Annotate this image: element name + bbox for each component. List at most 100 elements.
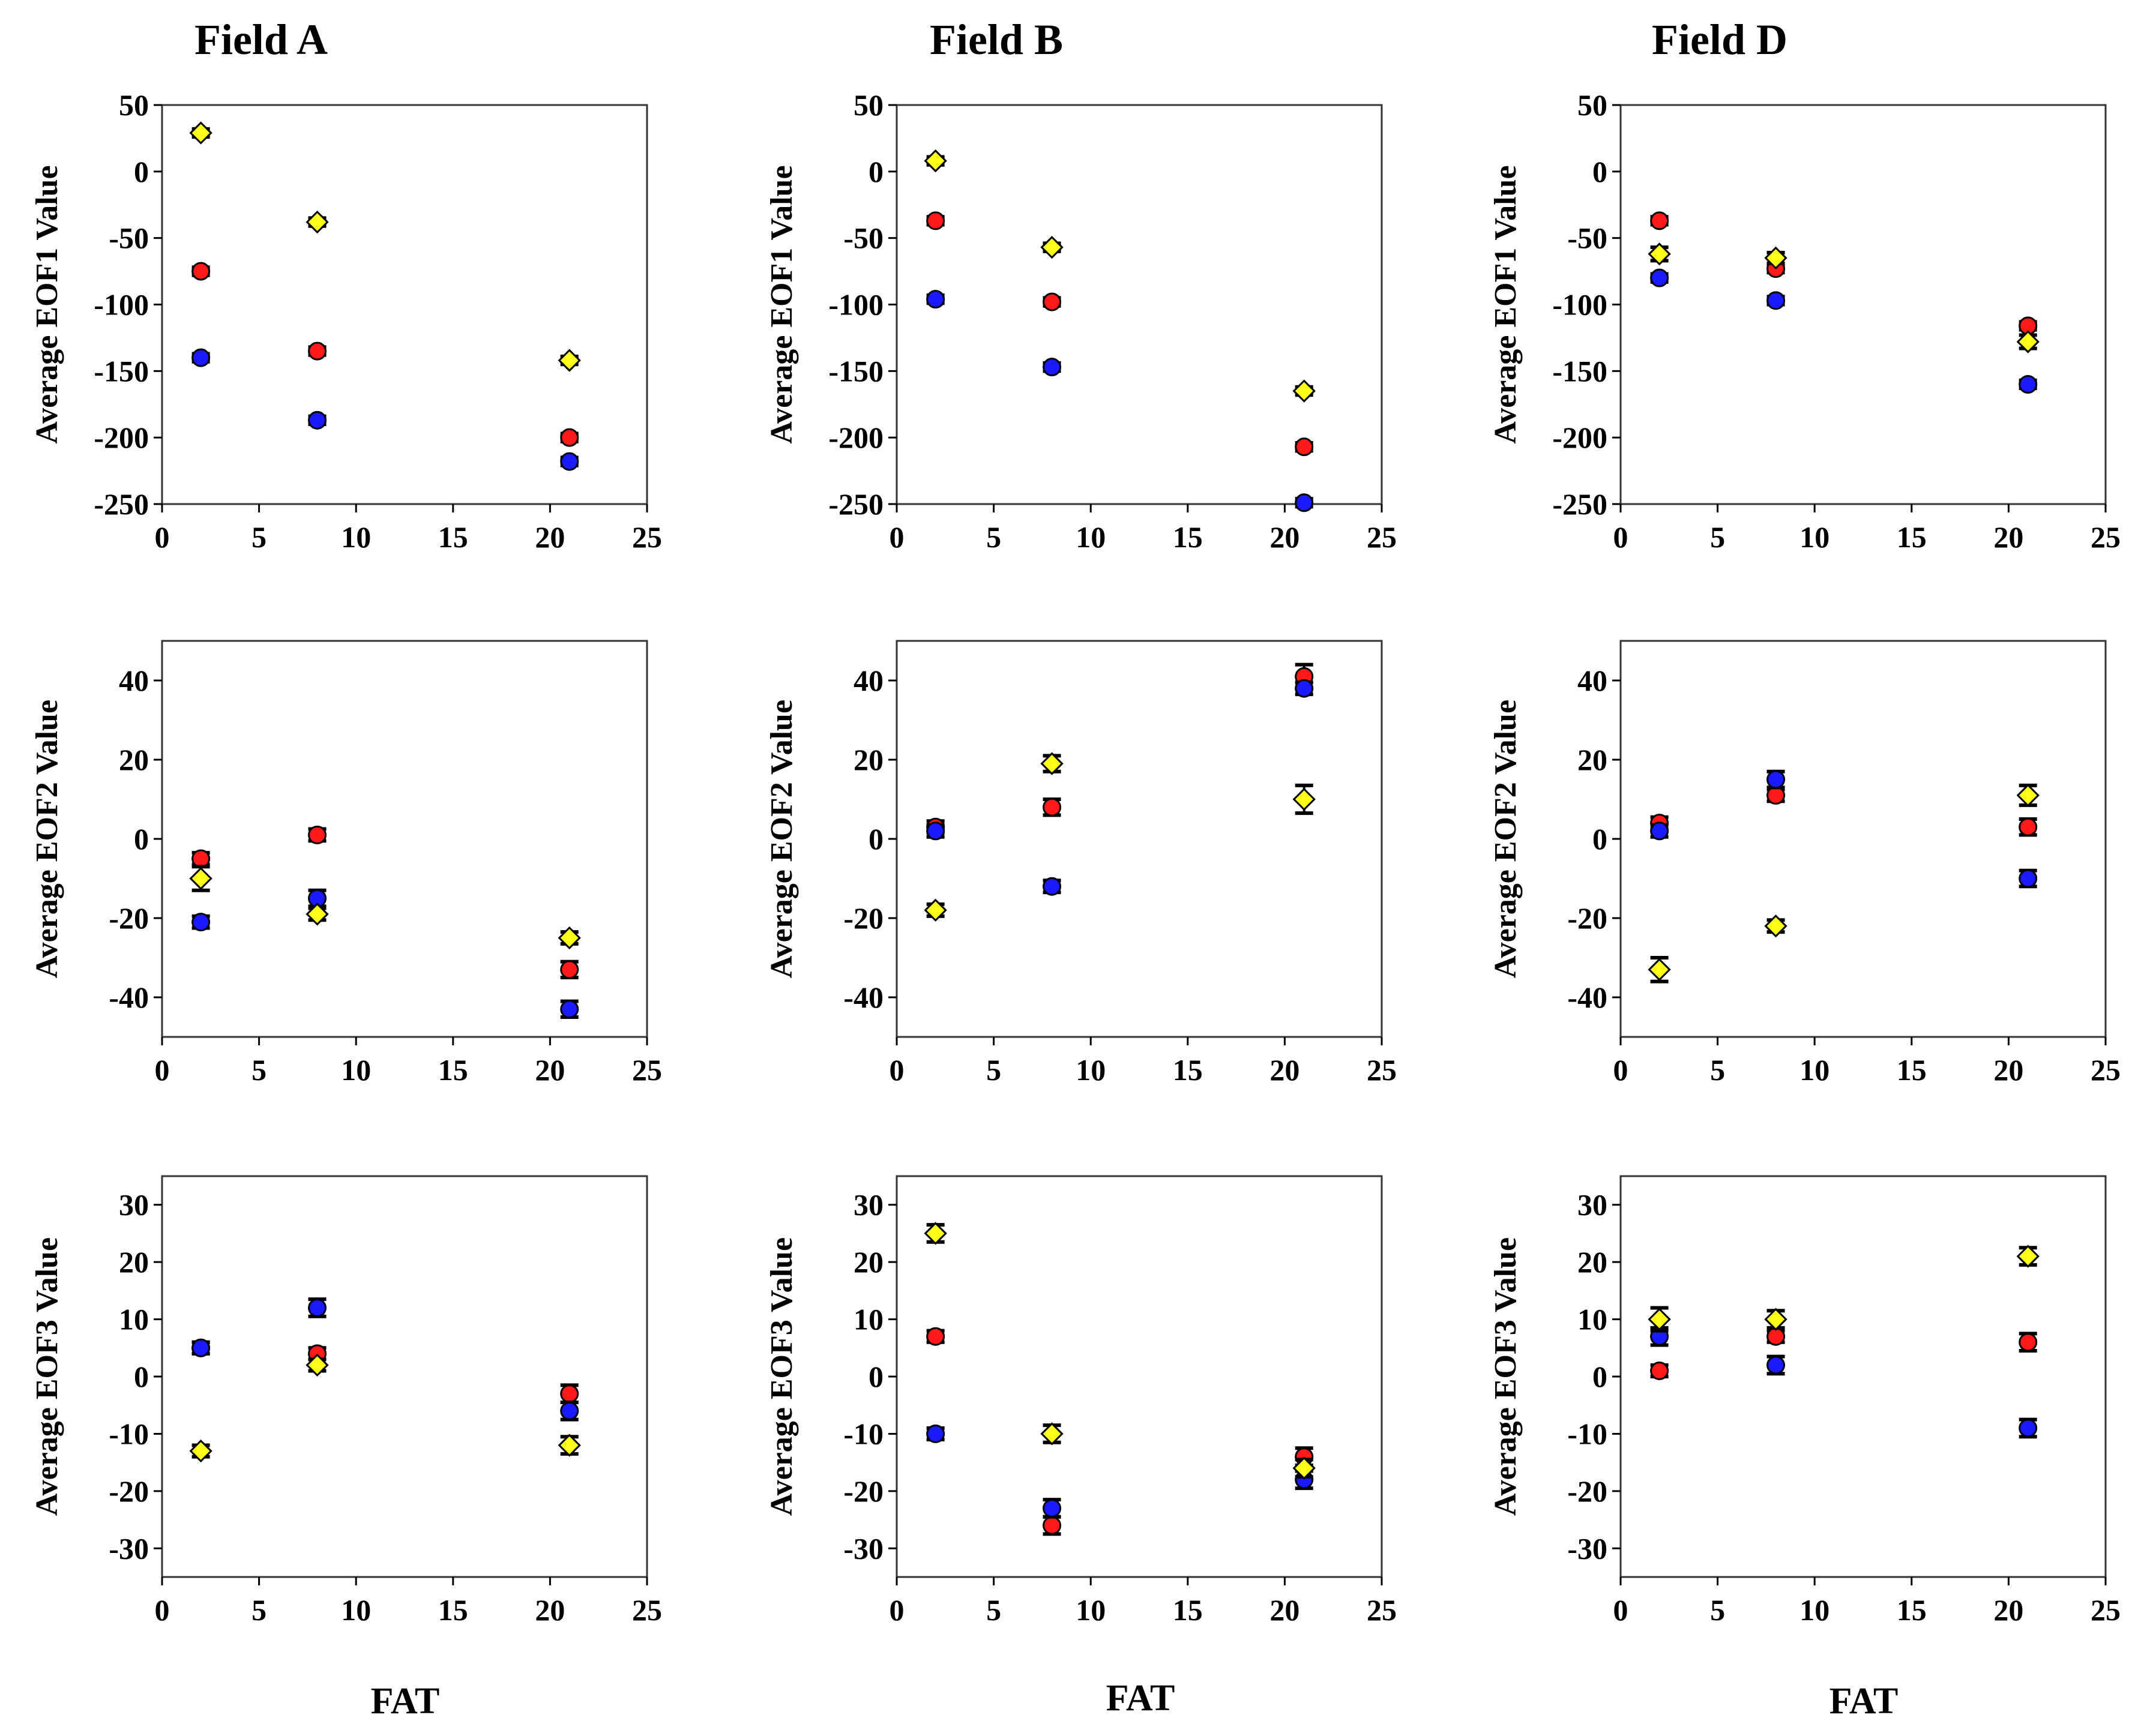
y-tick-label: -30 xyxy=(109,1531,149,1565)
blue-point xyxy=(926,821,945,841)
red-point xyxy=(1650,211,1669,230)
blue-point xyxy=(926,290,945,309)
red-circle-marker xyxy=(1043,797,1062,817)
y-tick-label: 0 xyxy=(1592,155,1607,188)
red-point xyxy=(191,262,211,281)
x-tick-label: 10 xyxy=(1799,1053,1829,1087)
x-tick-label: 20 xyxy=(1993,520,2023,554)
x-tick-label: 20 xyxy=(1269,1053,1299,1087)
blue-circle-marker xyxy=(926,290,945,309)
y-tick-label: 20 xyxy=(119,743,149,776)
red-point xyxy=(560,428,579,447)
x-tick-label: 10 xyxy=(341,520,371,554)
plot-area xyxy=(896,640,1383,1038)
y-tick-label: -150 xyxy=(828,354,884,388)
y-tick-label: 0 xyxy=(1592,1360,1607,1393)
yellow-point xyxy=(924,149,947,173)
x-axis-label-field-d: FAT xyxy=(1829,1681,1899,1722)
red-circle-marker xyxy=(191,849,211,868)
yellow-point xyxy=(924,898,947,922)
y-tick-label: -50 xyxy=(1567,221,1607,255)
red-point xyxy=(2019,817,2038,837)
yellow-diamond-marker xyxy=(1040,752,1064,775)
red-circle-marker xyxy=(1650,1361,1669,1380)
y-tick-label: 0 xyxy=(1592,822,1607,856)
x-axis-label-field-b: FAT xyxy=(1106,1678,1175,1719)
blue-point xyxy=(1766,291,1786,310)
y-axis-label: Average EOF1 Value xyxy=(765,165,799,443)
yellow-diamond-marker xyxy=(189,1439,212,1463)
blue-point xyxy=(1650,821,1669,841)
yellow-diamond-marker xyxy=(1764,1308,1787,1331)
y-tick-label: 20 xyxy=(1577,1245,1607,1279)
yellow-diamond-marker xyxy=(1292,1456,1316,1480)
yellow-diamond-marker xyxy=(1292,787,1316,811)
red-point xyxy=(2019,1332,2038,1353)
y-tick-label: 0 xyxy=(869,822,884,856)
y-axis-label: Average EOF2 Value xyxy=(765,700,799,978)
y-tick-label: -20 xyxy=(109,901,149,935)
panel-eof2-field-b: 40 20 0 -20 -40 0 5 10 15 20 25 Average EOF2 Value xyxy=(765,640,1397,1087)
blue-circle-marker xyxy=(1766,1356,1786,1375)
blue-point xyxy=(2019,868,2038,889)
yellow-point xyxy=(306,903,329,926)
x-tick-label: 20 xyxy=(1269,1593,1299,1627)
red-point xyxy=(1766,785,1786,805)
x-tick-label: 0 xyxy=(1613,1593,1628,1627)
yellow-diamond-marker xyxy=(306,1353,329,1377)
plot-area xyxy=(896,1175,1383,1578)
yellow-diamond-marker xyxy=(558,926,581,950)
column-title-field-b: Field B xyxy=(930,16,1063,64)
x-tick-label: 15 xyxy=(1897,1053,1927,1087)
plot-area xyxy=(1619,104,2107,505)
x-tick-label: 10 xyxy=(1076,1593,1106,1627)
y-axis-label: Average EOF3 Value xyxy=(1489,1237,1523,1516)
x-tick-label: 25 xyxy=(632,1053,662,1087)
x-tick-label: 0 xyxy=(155,520,170,554)
y-tick-label: 10 xyxy=(854,1303,884,1336)
yellow-point xyxy=(189,121,212,145)
red-circle-marker xyxy=(191,262,211,281)
yellow-point xyxy=(558,349,581,372)
x-tick-label: 20 xyxy=(535,520,565,554)
red-circle-marker xyxy=(560,428,579,447)
yellow-diamond-marker xyxy=(306,210,329,234)
y-tick-label: 40 xyxy=(119,664,149,697)
yellow-point xyxy=(558,1434,581,1457)
red-point xyxy=(191,849,211,868)
y-axis-label: Average EOF3 Value xyxy=(30,1237,64,1516)
blue-point xyxy=(1766,769,1786,790)
y-tick-label: -50 xyxy=(843,221,884,255)
x-tick-label: 25 xyxy=(2091,520,2121,554)
x-tick-label: 20 xyxy=(1269,520,1299,554)
y-tick-label: 50 xyxy=(854,88,884,122)
y-tick-label: -40 xyxy=(843,981,884,1014)
y-tick-label: 10 xyxy=(1577,1303,1607,1336)
yellow-point xyxy=(2016,1245,2040,1268)
red-circle-marker xyxy=(2019,817,2038,836)
x-tick-label: 5 xyxy=(1710,1593,1725,1627)
blue-circle-marker xyxy=(926,1424,945,1443)
yellow-diamond-marker xyxy=(189,121,212,145)
x-tick-label: 25 xyxy=(1367,1053,1397,1087)
y-axis-label: Average EOF3 Value xyxy=(765,1237,799,1516)
plot-area xyxy=(161,1175,648,1578)
yellow-point xyxy=(2016,330,2040,353)
yellow-diamond-marker xyxy=(2016,1245,2040,1268)
yellow-point xyxy=(189,865,212,892)
blue-circle-marker xyxy=(2019,1419,2038,1438)
y-tick-label: -200 xyxy=(1552,421,1607,454)
y-tick-label: -10 xyxy=(1567,1417,1607,1450)
yellow-point xyxy=(306,1353,329,1377)
blue-point xyxy=(308,1297,327,1318)
blue-circle-marker xyxy=(2019,869,2038,888)
red-circle-marker xyxy=(1043,292,1062,311)
y-tick-label: -50 xyxy=(109,221,149,255)
y-tick-label: -150 xyxy=(94,354,149,388)
x-tick-label: 25 xyxy=(2091,1053,2121,1087)
plot-area xyxy=(1619,640,2107,1038)
